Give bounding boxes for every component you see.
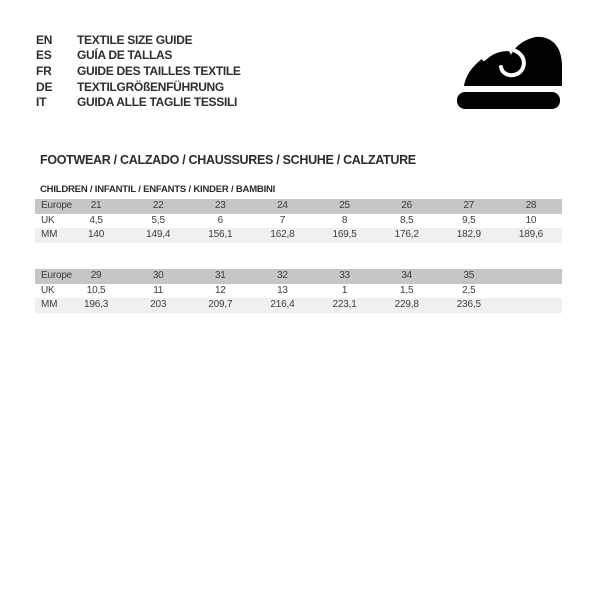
language-row: ES GUÍA DE TALLAS — [36, 48, 241, 64]
table-cell: 9,5 — [462, 214, 476, 226]
table-cell: 21 — [90, 200, 102, 211]
language-title: GUÍA DE TALLAS — [77, 48, 173, 63]
table-cell — [500, 284, 562, 299]
table-cell: 35 — [463, 270, 475, 281]
table-cell: 5,5 — [151, 214, 166, 226]
table-row: UK 10,5 11 12 13 1 1,5 2,5 — [35, 283, 562, 299]
table-cell: 229,8 — [394, 299, 419, 310]
table-cell: 27 — [463, 200, 475, 211]
table-cell: 25 — [339, 200, 350, 211]
language-code: EN — [36, 32, 53, 47]
table-cell: 26 — [401, 200, 413, 211]
table-cell: 11 — [153, 284, 164, 296]
language-code: ES — [36, 48, 52, 63]
table-cell: 176,2 — [394, 229, 419, 240]
table-cell: 24 — [277, 200, 288, 211]
table-cell: 182,9 — [456, 229, 481, 240]
table-cell: 23 — [214, 200, 226, 211]
language-list: EN TEXTILE SIZE GUIDE ES GUÍA DE TALLAS FR GU… — [36, 32, 241, 110]
table-row: Europe 29 30 31 32 33 34 35 — [35, 269, 562, 284]
table-cell: 8 — [341, 214, 348, 226]
language-code: FR — [36, 63, 52, 78]
subsection-title: CHILDREN / INFANTIL / ENFANTS / KINDER /… — [40, 184, 276, 195]
table-cell: 13 — [277, 284, 288, 296]
table-cell: 29 — [90, 270, 102, 281]
language-title: TEXTILGRÖßENFÜHRUNG — [77, 79, 224, 94]
table-cell: 2,5 — [462, 284, 476, 296]
language-row: IT GUIDA ALLE TAGLIE TESSILI — [36, 94, 241, 110]
table-cell: 30 — [152, 270, 164, 281]
table-cell: 31 — [214, 270, 226, 281]
table-cell: 149,4 — [146, 229, 171, 240]
row-label: MM — [41, 229, 58, 240]
table-cell: 223,1 — [332, 299, 357, 310]
language-title: GUIDE DES TAILLES TEXTILE — [77, 63, 241, 78]
table-cell: 28 — [525, 200, 537, 211]
table-cell: 8,5 — [400, 214, 414, 226]
table-cell: 236,5 — [456, 299, 481, 310]
table-cell: 22 — [152, 200, 164, 211]
children-shoe-icon — [457, 26, 564, 110]
table-row: MM 140 149,4 156,1 162,8 169,5 176,2 182,9 189,6 — [35, 228, 562, 243]
table-cell: 32 — [277, 270, 288, 281]
table-row: MM 196,3 203 209,7 216,4 223,1 229,8 236,5 — [35, 298, 562, 313]
table-row: UK 4,5 5,5 6 7 8 8,5 9,5 10 — [35, 213, 562, 228]
table-cell: 216,4 — [270, 299, 295, 310]
table-cell: 33 — [339, 270, 350, 281]
table-cell: 1,5 — [400, 284, 414, 296]
table-cell: 1 — [341, 284, 348, 296]
table-cell: 196,3 — [84, 299, 109, 310]
table-cell: 34 — [401, 270, 413, 281]
table-cell: 10 — [525, 214, 537, 226]
row-label: Europe — [41, 200, 73, 211]
table-cell: 203 — [150, 299, 167, 310]
table-cell: 7 — [279, 214, 286, 226]
size-table-children-2: Europe 29 30 31 32 33 34 35 UK 10,5 11 12 13 1 1,5 2,5 M… — [35, 269, 562, 313]
row-label: Europe — [41, 270, 73, 281]
table-cell: 169,5 — [332, 229, 357, 240]
section-title: FOOTWEAR / CALZADO / CHAUSSURES / SCHUHE… — [40, 153, 416, 167]
table-cell: 140 — [88, 229, 105, 240]
row-label: UK — [41, 214, 55, 226]
table-cell: 189,6 — [518, 229, 543, 240]
table-cell — [500, 298, 562, 313]
table-cell: 10,5 — [86, 284, 106, 296]
size-table-children-1: Europe 21 22 23 24 25 26 27 28 UK 4,5 5,5 6 7 8 8,5 9,5 1… — [35, 199, 562, 243]
language-row: FR GUIDE DES TAILLES TEXTILE — [36, 63, 241, 79]
language-row: EN TEXTILE SIZE GUIDE — [36, 32, 241, 48]
language-title: GUIDA ALLE TAGLIE TESSILI — [77, 95, 238, 110]
language-row: DE TEXTILGRÖßENFÜHRUNG — [36, 79, 241, 95]
table-cell: 6 — [217, 214, 224, 226]
language-code: IT — [36, 95, 47, 110]
language-code: DE — [36, 79, 53, 94]
table-cell: 4,5 — [89, 214, 103, 226]
table-cell: 12 — [214, 284, 226, 296]
table-cell: 156,1 — [208, 229, 233, 240]
table-cell — [500, 269, 562, 284]
language-title: TEXTILE SIZE GUIDE — [77, 32, 193, 47]
row-label: UK — [41, 284, 55, 296]
row-label: MM — [41, 299, 58, 310]
table-cell: 209,7 — [208, 299, 233, 310]
table-row: Europe 21 22 23 24 25 26 27 28 — [35, 199, 562, 214]
table-cell: 162,8 — [270, 229, 295, 240]
